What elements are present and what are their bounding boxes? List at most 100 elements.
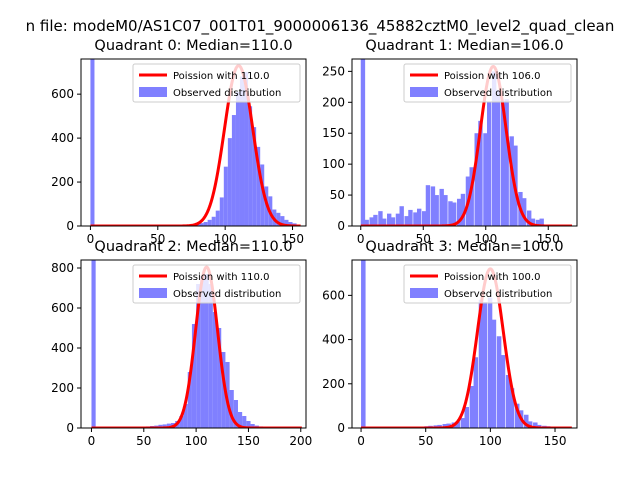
histogram-bar [527,421,533,428]
histogram-bar [469,167,474,226]
x-tick-label: 50 [136,434,151,448]
panel-title: Quadrant 1: Median=106.0 [365,38,563,54]
x-tick-label: 50 [418,434,433,448]
y-tick-label: 400 [322,333,345,347]
y-tick-label: 400 [51,341,74,355]
poisson-curve [359,64,573,226]
histogram-bar [369,217,374,226]
legend-label-bars: Observed distribution [173,88,281,99]
y-tick-label: 0 [66,421,74,435]
legend-label-curve: Poission with 110.0 [173,272,269,283]
legend-box [403,63,572,103]
histogram-bar [382,218,387,226]
x-tick-label: 100 [474,232,497,246]
histogram-bar [242,416,247,428]
histogram-bar [166,423,171,428]
histogram-bar [474,133,479,226]
panel-quadrant-1: 0 50 100 150 0 50 100 150 200 250 Quadrant 1: Medi… [322,38,578,246]
legend-bar-swatch [410,87,438,97]
histogram-bar [252,127,257,226]
y-tick-label: 600 [322,288,345,302]
legend: Poission with 106.0 Observed distribution [403,63,572,103]
histogram-bar [223,166,228,226]
histogram-bar [460,418,466,428]
legend-label-bars: Observed distribution [173,289,281,300]
histogram-bar [408,209,413,226]
histogram-bar [530,218,536,226]
histogram-bar [478,299,484,428]
legend-label-curve: Poission with 110.0 [173,71,269,82]
histogram-bar [378,211,383,226]
x-tick-label: 150 [537,232,560,246]
y-tick-label: 0 [337,219,345,233]
y-tick-label: 100 [322,157,345,171]
histogram-bar [514,403,520,428]
histogram-bar [221,352,226,428]
x-tick-label: 150 [281,232,304,246]
histogram-bar [280,216,285,226]
histogram-bar [237,412,243,428]
histogram-bar [229,390,234,428]
histogram-bar [442,424,448,428]
y-tick-label: 200 [322,95,345,109]
histogram-bar [179,416,184,428]
histogram-bar [455,421,460,428]
histogram-bar [276,212,281,226]
x-tick-label: 100 [479,434,502,448]
histogram-bar [464,407,470,428]
y-tick-label: 250 [322,64,345,78]
histogram-bar [233,400,238,428]
poisson-curve [90,265,303,428]
histogram-bar [448,201,453,226]
histogram-bar [390,217,396,226]
histogram-bar [434,195,439,226]
histogram-bar [248,106,253,226]
histogram-bar [422,211,427,226]
y-tick-label: 150 [322,126,345,140]
histogram-bar [217,328,222,428]
histogram-bar [235,91,240,226]
histogram-bar [473,357,479,428]
histogram-bar [413,212,418,226]
histogram-bar [288,222,293,226]
histogram-bar [505,374,511,428]
histogram-bar [284,219,289,226]
histogram-bar [227,138,232,226]
histogram-bar [539,218,544,226]
x-tick-label: 100 [185,434,208,448]
histogram-bar [196,284,201,428]
histogram-bar [91,260,96,428]
histogram-bar [492,71,497,226]
histogram-bar [211,216,216,226]
y-tick-label: 0 [337,421,345,435]
histogram-bar [183,404,188,428]
histogram-bar [373,214,378,226]
legend-bar-swatch [139,288,167,298]
axes-frame [351,58,578,227]
legend-box [403,264,572,304]
histogram-bar [533,422,538,428]
legend-label-curve: Poission with 100.0 [444,272,540,283]
histogram-bar [404,216,409,226]
histogram-bar [522,198,527,226]
histogram-bar [256,146,261,226]
histogram-bar [244,72,249,226]
histogram-bar [260,164,265,226]
legend: Poission with 100.0 Observed distribution [403,264,572,304]
histogram-bar [187,372,192,428]
histogram-bar [250,424,255,428]
histogram-bar [203,222,208,226]
histogram-bar [246,421,251,428]
histogram-bar [478,120,483,226]
x-tick-label: 0 [357,232,365,246]
plot-area [89,59,302,226]
histogram-bar [364,219,369,226]
histogram-bar [239,76,245,226]
histogram-bar [483,133,488,226]
y-tick-label: 600 [51,87,74,101]
histogram-bar [460,193,466,226]
plot-area [359,59,573,226]
figure-suptitle: n file: modeM0/AS1C07_001T01_9000006136_… [26,17,615,36]
histogram-bar [535,219,541,226]
